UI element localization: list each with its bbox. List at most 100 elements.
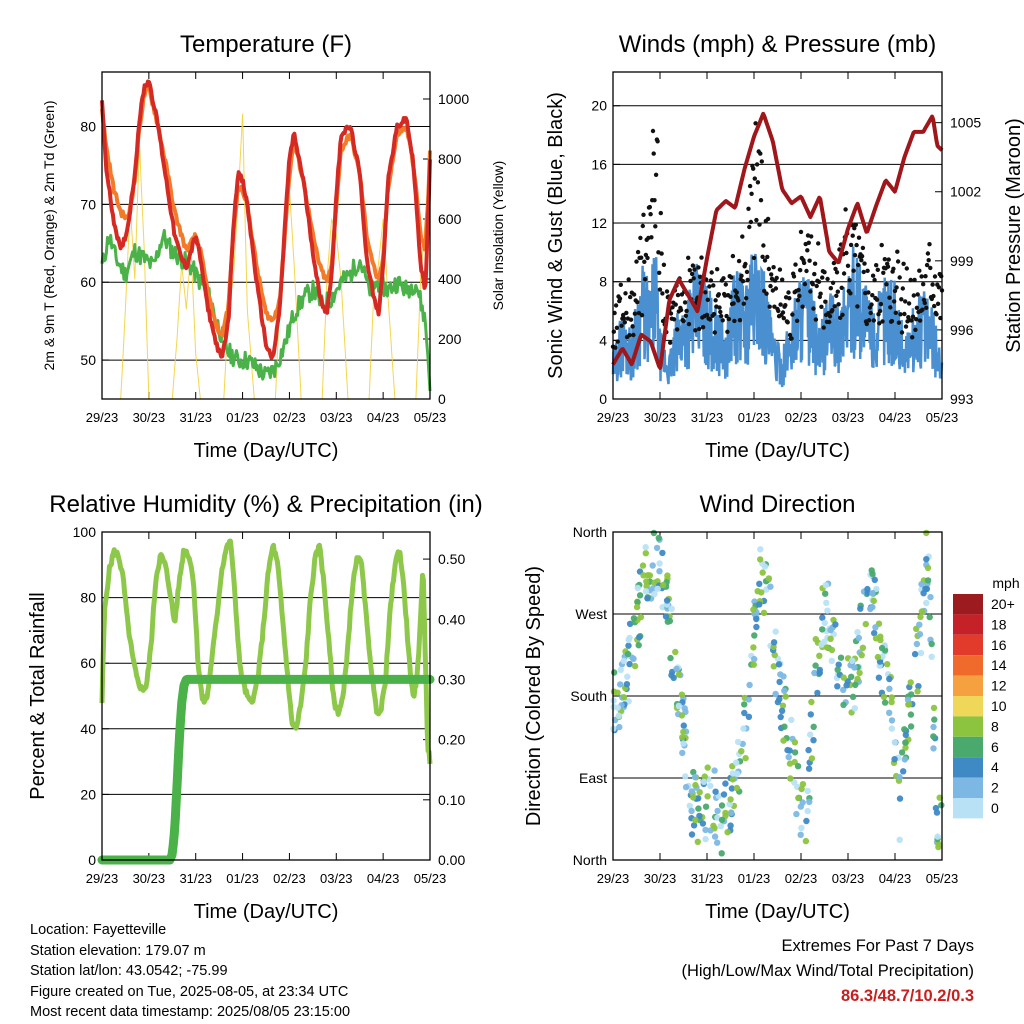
direction-point <box>718 802 726 809</box>
direction-point <box>777 713 784 721</box>
direction-point <box>920 590 927 597</box>
gust-point <box>639 313 645 318</box>
direction-point <box>935 840 942 848</box>
y-right-tick-label: 0.10 <box>438 792 465 808</box>
y-right-tick-label: 993 <box>950 391 974 407</box>
gust-point <box>661 262 667 267</box>
gust-point <box>816 279 822 284</box>
gust-point <box>726 316 732 322</box>
direction-point <box>814 689 821 697</box>
gust-point <box>621 316 627 321</box>
x-tick-label: 05/23 <box>926 410 959 425</box>
gust-point <box>718 309 723 315</box>
direction-point <box>930 745 937 752</box>
direction-point <box>770 663 777 670</box>
gust-point <box>776 308 781 314</box>
gust-point <box>889 318 895 324</box>
info-created: Figure created on Tue, 2025-08-05, at 23… <box>30 983 349 1000</box>
gust-point <box>773 286 779 291</box>
gust-point <box>766 266 772 272</box>
y-right-axis-label: Station Pressure (Maroon) <box>1003 118 1024 353</box>
gust-point <box>795 298 801 303</box>
x-tick-label: 31/23 <box>179 410 212 425</box>
gust-point <box>731 301 736 306</box>
direction-point <box>664 618 671 625</box>
gust-point <box>653 172 659 177</box>
y-axis-label: Sonic Wind & Gust (Blue, Black) <box>545 92 567 379</box>
direction-point <box>707 782 714 789</box>
direction-point <box>771 651 778 659</box>
direction-point <box>917 613 924 621</box>
direction-point <box>615 712 622 719</box>
direction-point <box>916 621 923 628</box>
gust-point <box>778 302 783 307</box>
gust-point <box>781 316 786 321</box>
direction-point <box>712 788 719 795</box>
gust-point <box>860 245 866 251</box>
direction-point <box>888 725 895 732</box>
gust-point <box>619 323 624 328</box>
gust-point <box>757 222 762 227</box>
direction-point <box>759 569 766 576</box>
x-tick-label: 04/23 <box>879 410 912 425</box>
gust-point <box>908 277 913 283</box>
gust-point <box>801 260 807 266</box>
gust-point <box>723 282 728 287</box>
gust-point <box>724 313 729 319</box>
direction-point <box>700 778 708 785</box>
legend-label: 16 <box>991 637 1007 653</box>
direction-point <box>691 773 699 781</box>
direction-point <box>634 599 641 606</box>
direction-point <box>767 583 774 590</box>
direction-point <box>787 775 794 782</box>
direction-point <box>926 613 933 621</box>
x-tick-label: 05/23 <box>414 410 447 425</box>
gust-point <box>721 276 726 281</box>
gust-point <box>832 304 837 309</box>
direction-point <box>871 629 878 637</box>
direction-point <box>784 746 791 754</box>
direction-point <box>857 605 864 612</box>
gust-point <box>707 317 713 322</box>
legend-swatch <box>953 655 983 676</box>
y-tick-label: South <box>570 688 607 704</box>
direction-point <box>774 698 782 706</box>
legend-swatch <box>953 798 983 819</box>
gust-point <box>805 248 810 253</box>
direction-point <box>614 689 621 696</box>
direction-point <box>878 644 886 652</box>
direction-point <box>867 605 874 613</box>
gust-point <box>810 282 815 287</box>
direction-point <box>656 568 663 575</box>
x-tick-label: 30/23 <box>644 871 677 886</box>
y-tick-label: 20 <box>80 786 96 802</box>
gust-point <box>744 269 750 275</box>
direction-point <box>819 614 826 621</box>
direction-point <box>616 723 623 731</box>
gust-point <box>640 223 645 229</box>
gust-point <box>896 320 902 325</box>
y-tick-label: 4 <box>599 332 607 348</box>
gust-point <box>811 306 816 311</box>
x-tick-label: 01/23 <box>226 410 259 425</box>
gust-point <box>693 328 698 333</box>
panel-rh: Relative Humidity (%) & Precipitation (i… <box>27 491 483 923</box>
x-tick-label: 03/23 <box>832 410 865 425</box>
direction-point <box>696 812 703 820</box>
y-axis-label: Percent & Total Rainfall <box>27 592 49 800</box>
gust-point <box>699 255 704 260</box>
direction-point <box>930 704 938 712</box>
gust-point <box>642 259 647 264</box>
direction-point <box>733 759 740 766</box>
direction-point <box>695 805 702 812</box>
gust-point <box>852 226 857 231</box>
gust-point <box>869 302 874 307</box>
direction-point <box>680 740 687 747</box>
gust-point <box>932 274 938 279</box>
direction-point <box>843 682 850 689</box>
direction-point <box>791 749 799 756</box>
direction-point <box>620 694 628 701</box>
direction-point <box>653 544 661 552</box>
direction-point <box>832 621 839 628</box>
direction-point <box>896 795 904 802</box>
